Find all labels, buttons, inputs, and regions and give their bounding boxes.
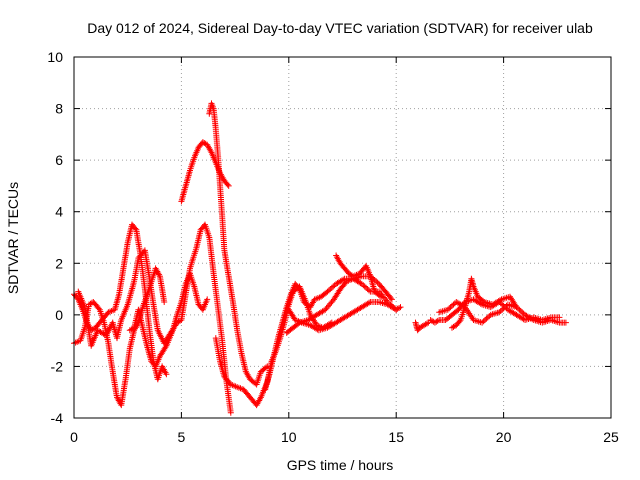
data-point-markers <box>206 100 271 388</box>
series-sat-c <box>75 221 234 416</box>
y-tick-label: 10 <box>47 49 63 65</box>
y-tick-label: 6 <box>55 152 63 168</box>
y-tick-label: -2 <box>51 358 64 374</box>
y-tick-label: 0 <box>55 307 63 323</box>
plot-frame <box>73 56 612 419</box>
x-tick-label: 15 <box>388 429 404 445</box>
x-tick-label: 5 <box>178 429 186 445</box>
series-sat-l <box>412 319 432 334</box>
x-tick-label: 10 <box>281 429 297 445</box>
series-sat-f <box>206 100 271 388</box>
y-axis-label: SDTVAR / TECUs <box>5 182 21 294</box>
x-tick-label: 20 <box>496 429 512 445</box>
x-tick-label: 25 <box>603 429 619 445</box>
data-point-markers <box>75 221 234 416</box>
x-axis-label: GPS time / hours <box>287 457 394 473</box>
series-sat-o <box>449 275 520 331</box>
x-tick-labels: 0 5 10 15 20 25 <box>70 429 619 445</box>
series-sat-i <box>285 299 400 334</box>
data-point-markers <box>333 252 385 300</box>
y-tick-label: 8 <box>55 101 63 117</box>
axis-ticks <box>73 56 612 419</box>
y-tick-label: -4 <box>51 410 64 426</box>
series-sat-k <box>333 252 385 300</box>
chart-title: Day 012 of 2024, Sidereal Day-to-day VTE… <box>87 20 593 36</box>
data-point-markers <box>285 299 400 334</box>
data-series <box>71 100 569 416</box>
y-tick-labels: -4 -2 0 2 4 6 8 10 <box>47 49 63 426</box>
series-sat-d <box>126 270 211 370</box>
y-tick-label: 4 <box>55 204 63 220</box>
y-tick-label: 2 <box>55 255 63 271</box>
data-point-markers <box>449 275 520 331</box>
data-point-markers <box>126 270 211 370</box>
x-tick-label: 0 <box>70 429 78 445</box>
data-point-markers <box>412 319 432 334</box>
